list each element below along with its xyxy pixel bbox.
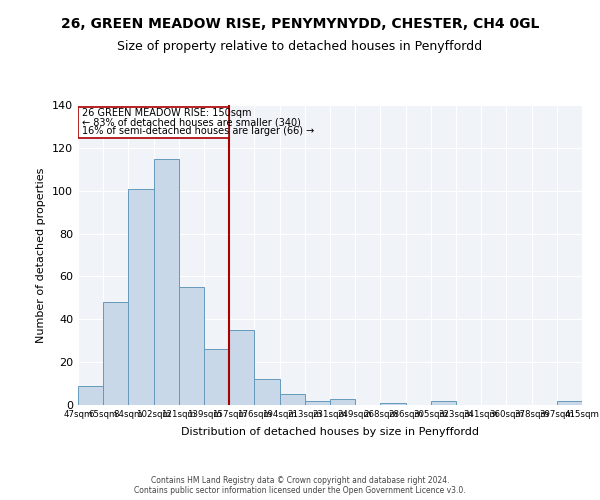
Bar [305,400,330,405]
Bar [557,400,582,405]
Bar [431,400,456,405]
Y-axis label: Number of detached properties: Number of detached properties [37,168,46,342]
Text: 16% of semi-detached houses are larger (66) →: 16% of semi-detached houses are larger (… [82,126,314,136]
Text: 26 GREEN MEADOW RISE: 150sqm: 26 GREEN MEADOW RISE: 150sqm [82,108,251,118]
Bar [103,302,128,405]
Bar [280,394,305,405]
Text: 26, GREEN MEADOW RISE, PENYMYNYDD, CHESTER, CH4 0GL: 26, GREEN MEADOW RISE, PENYMYNYDD, CHEST… [61,18,539,32]
Bar [380,403,406,405]
Bar [330,398,355,405]
Bar [204,350,229,405]
Bar [229,330,254,405]
Bar [78,386,103,405]
Bar [128,188,154,405]
Bar [254,380,280,405]
Bar [154,158,179,405]
Bar [179,287,204,405]
Text: Size of property relative to detached houses in Penyffordd: Size of property relative to detached ho… [118,40,482,53]
X-axis label: Distribution of detached houses by size in Penyffordd: Distribution of detached houses by size … [181,427,479,437]
Text: Contains HM Land Registry data © Crown copyright and database right 2024.
Contai: Contains HM Land Registry data © Crown c… [134,476,466,495]
Text: ← 83% of detached houses are smaller (340): ← 83% of detached houses are smaller (34… [82,118,301,128]
FancyBboxPatch shape [78,107,229,138]
